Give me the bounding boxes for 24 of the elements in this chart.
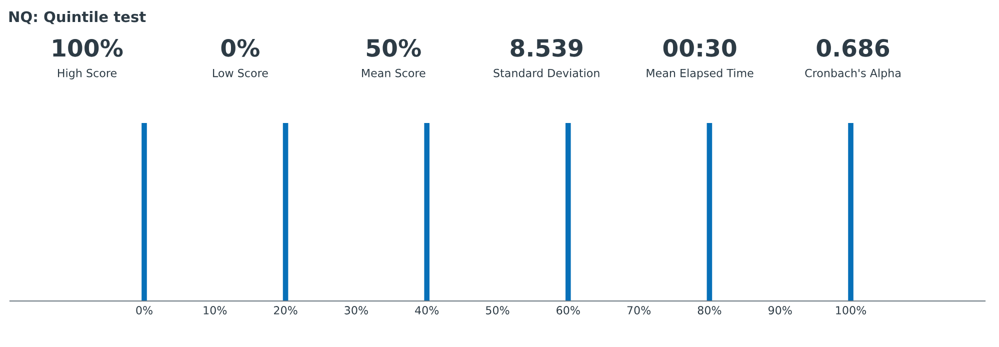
x-tick-label: 0% [136,306,152,314]
text: High Score [58,68,116,80]
text: Mean Elapsed Time [646,68,754,80]
text: 50% [366,38,421,57]
text: Low Score [213,68,268,78]
text: Cronbach's Alpha [805,68,900,80]
text: Mean Score [362,68,426,78]
x-tick-label: 20% [274,306,298,314]
x-tick-label: 80% [698,306,722,314]
text: 00:30 [663,38,736,57]
text: 0.686 [816,38,890,57]
x-tick-label: 10% [204,306,227,314]
text: 100% [53,38,123,57]
x-tick-label: 40% [415,306,439,314]
x-tick-label: 50% [486,306,510,314]
text: 8.539 [510,38,582,57]
text: Standard Deviation [494,68,600,78]
x-tick-label: 100% [836,306,866,314]
x-tick-label: 30% [344,306,368,314]
x-tick-label: 90% [768,306,792,314]
x-tick-label: 60% [556,306,580,314]
x-tick-label: 70% [627,306,651,314]
text: 0% [221,38,260,57]
chart-title: NQ: Quintile test [9,10,146,24]
